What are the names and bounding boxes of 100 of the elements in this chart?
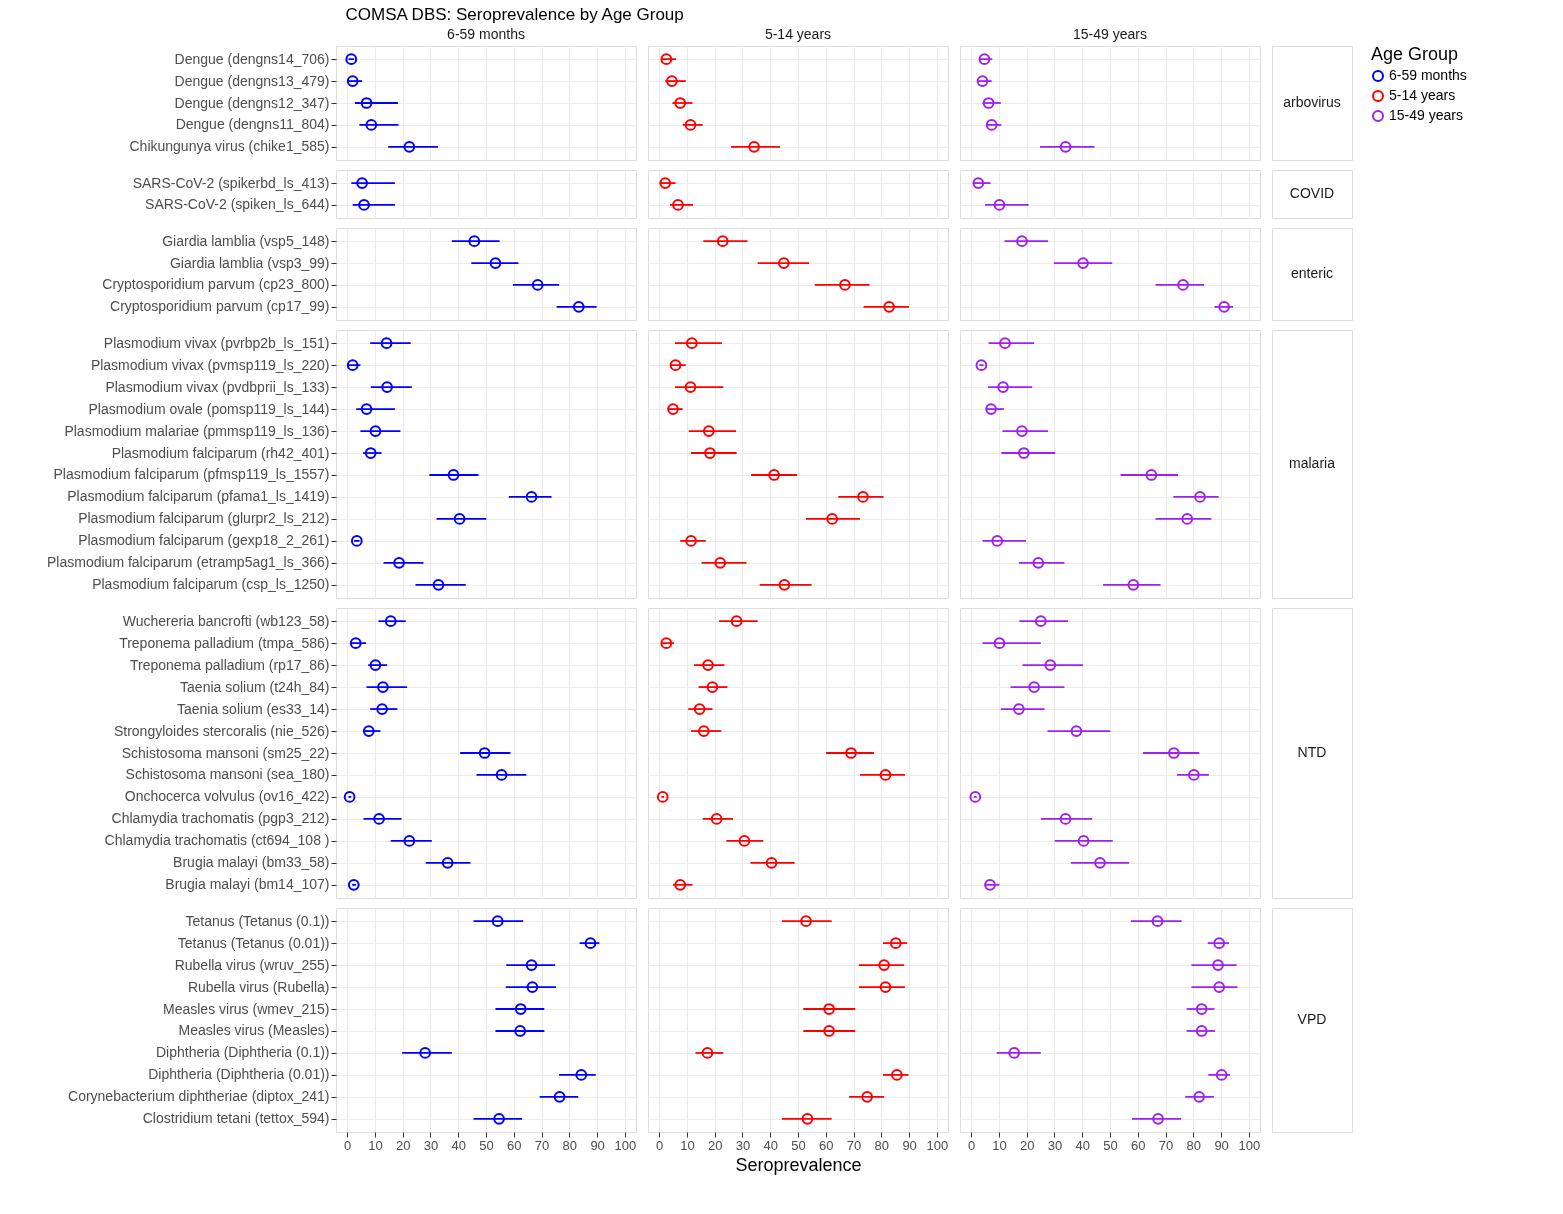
- point: [686, 337, 698, 350]
- point: [1213, 937, 1226, 949]
- y-tick-label: Schistosoma mansoni (sm25_22): [121, 744, 330, 761]
- point: [1194, 491, 1206, 503]
- x-tick-label: 40: [451, 1137, 466, 1153]
- x-tick-label: 80: [874, 1137, 890, 1153]
- y-tick-label: Dengue (dengns14_706): [174, 50, 330, 67]
- point: [674, 878, 687, 891]
- y-tick-label: Dengue (dengns11_804): [175, 116, 330, 133]
- point: [1013, 703, 1025, 715]
- point: [514, 1003, 527, 1015]
- point: [656, 791, 669, 803]
- point: [1077, 257, 1089, 269]
- point: [525, 959, 538, 971]
- point: [377, 681, 389, 693]
- point: [993, 637, 1006, 650]
- point: [403, 140, 416, 153]
- point: [347, 878, 360, 891]
- point: [514, 1025, 527, 1037]
- y-tick-label: Cryptosporidium parvum (cp17_99): [110, 298, 330, 315]
- x-tick-label: 100: [614, 1137, 637, 1153]
- point: [345, 53, 358, 66]
- x-tick-label: 70: [1158, 1137, 1174, 1153]
- point: [1193, 1091, 1206, 1103]
- y2-axis-title: VPD: [1297, 1011, 1327, 1027]
- point: [1016, 235, 1028, 248]
- y2-axis-title: COVID: [1289, 185, 1335, 201]
- point: [441, 856, 454, 869]
- point: [495, 769, 508, 781]
- point: [1028, 681, 1041, 693]
- point: [572, 300, 585, 313]
- y-tick-label: Plasmodium vivax (pvrbp2b_ls_151): [103, 334, 330, 351]
- point: [878, 959, 890, 971]
- y-tick-label: Taenia solium (t24h_84): [180, 678, 330, 695]
- point: [384, 615, 397, 628]
- y-tick-label: Measles virus (wmev_215): [163, 1000, 330, 1017]
- point: [1034, 615, 1047, 628]
- point: [674, 97, 687, 109]
- point: [419, 1047, 432, 1059]
- y-tick-label: Schistosoma mansoni (sea_180): [125, 766, 330, 783]
- point: [525, 491, 538, 503]
- point: [1032, 556, 1045, 569]
- y-tick-label: Plasmodium vivax (pvdbprii_ls_133): [105, 378, 330, 395]
- x-tick-label: 80: [1186, 1137, 1202, 1153]
- y-tick-label: Dengue (dengns12_347): [174, 94, 330, 111]
- y-tick-label: Treponema palladium (rp17_86): [130, 656, 330, 673]
- point: [362, 725, 375, 737]
- x-tick-label: 60: [819, 1137, 834, 1153]
- y2-axis-title: malaria: [1289, 455, 1336, 471]
- y-tick-label: Plasmodium ovale (pomsp119_ls_144): [88, 400, 330, 417]
- text: COMSA DBS: Seroprevalence by Age Group: [345, 4, 684, 24]
- point: [381, 381, 393, 393]
- point: [360, 97, 373, 109]
- y-tick-label: Plasmodium falciparum (pfama1_ls_1419): [67, 488, 330, 505]
- point: [685, 535, 697, 547]
- point: [701, 1047, 714, 1059]
- y-tick-label: Brugia malayi (bm33_58): [173, 854, 330, 871]
- y2-axis-title: arbovirus: [1283, 94, 1341, 110]
- x-tick-label: 30: [735, 1137, 751, 1153]
- legend-label: 6-59 months: [1389, 67, 1467, 83]
- point: [493, 1112, 505, 1125]
- point: [985, 403, 997, 415]
- y-tick-label: Chikungunya virus (chike1_585): [129, 138, 330, 155]
- point: [969, 791, 982, 803]
- x-tick-label: 10: [680, 1137, 695, 1153]
- point: [716, 235, 729, 248]
- y-tick-label: Rubella virus (wruv_255): [174, 956, 330, 973]
- y-tick-label: Corynebacterium diphtheriae (diptox_241): [68, 1088, 330, 1105]
- point: [369, 425, 382, 437]
- point: [380, 337, 393, 350]
- x-tick-label: 20: [1019, 1137, 1035, 1153]
- y-tick-label: Strongyloides stercoralis (nie_526): [113, 722, 330, 739]
- x-axis-title: Seroprevalence: [735, 1154, 862, 1175]
- point: [364, 447, 377, 459]
- point: [801, 1112, 814, 1125]
- point: [447, 469, 460, 481]
- point: [1188, 769, 1200, 781]
- legend-title: Age Group: [1371, 44, 1459, 64]
- point: [669, 359, 682, 372]
- point: [376, 703, 388, 715]
- point: [1016, 425, 1028, 437]
- point: [1218, 300, 1231, 313]
- point: [1059, 813, 1072, 825]
- y-tick-label: SARS-CoV-2 (spikerbd_ls_413): [132, 174, 330, 191]
- point: [730, 615, 743, 628]
- y-tick-label: Brugia malayi (bm14_107): [165, 876, 330, 893]
- legend-label: 15-49 years: [1389, 107, 1463, 123]
- point: [975, 359, 988, 372]
- point: [491, 915, 504, 928]
- point: [684, 119, 697, 131]
- point: [468, 235, 481, 248]
- point: [373, 813, 385, 825]
- point: [346, 75, 359, 87]
- point: [1094, 856, 1106, 869]
- x-tick-label: 90: [902, 1137, 917, 1153]
- point: [1077, 835, 1090, 847]
- y-tick-label: Giardia lamblia (vsp5_148): [162, 232, 330, 249]
- point: [879, 769, 892, 781]
- point: [748, 140, 760, 153]
- point: [861, 1091, 874, 1103]
